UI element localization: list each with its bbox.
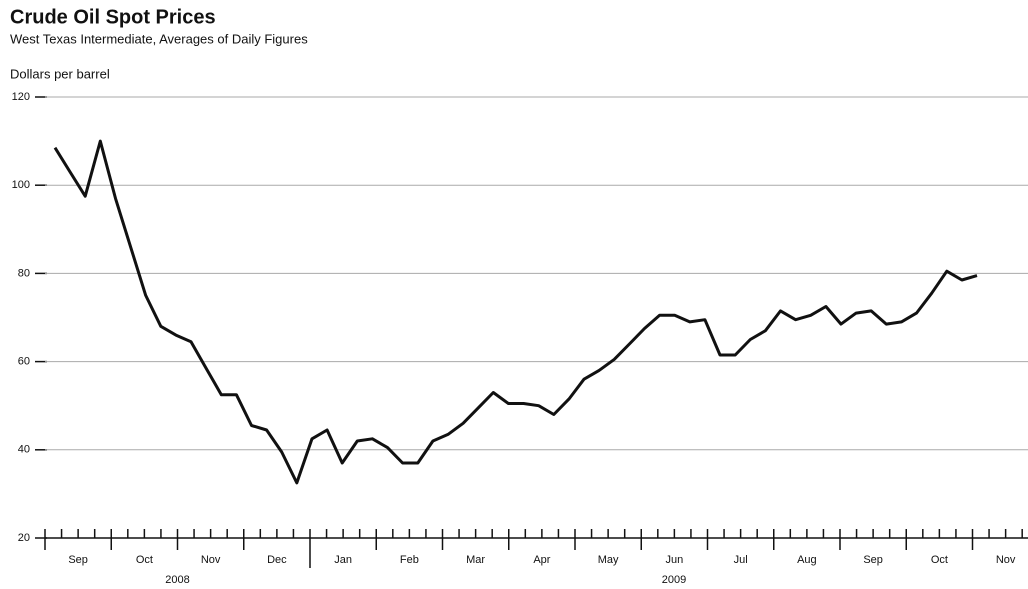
y-tick-label: 100: [12, 179, 30, 191]
x-axis: Sep Oct Nov Dec 2008 Jan Feb Mar Apr May Jun Jul Aug…: [44, 529, 1023, 586]
month-label: Sep: [863, 554, 883, 566]
month-label: Nov: [201, 554, 221, 566]
month-label: Jun: [666, 554, 684, 566]
chart-title: Crude Oil Spot Prices: [10, 6, 216, 28]
price-line: [53, 139, 978, 485]
month-label: Apr: [533, 554, 550, 566]
month-label: Jul: [734, 554, 748, 566]
month-label: Jan: [334, 554, 352, 566]
y-tick-label: 120: [12, 91, 30, 103]
y-tick-label: 60: [18, 356, 30, 368]
month-label: Feb: [400, 554, 419, 566]
grid: 20 40 60 80 100 120: [12, 91, 1028, 544]
y-tick-label: 40: [18, 444, 30, 456]
year-label: 2008: [165, 574, 189, 586]
month-label: Aug: [797, 554, 817, 566]
month-label: Oct: [931, 554, 948, 566]
y-axis-label: Dollars per barrel: [10, 66, 110, 81]
y-tick-label: 80: [18, 267, 30, 279]
chart-subtitle: West Texas Intermediate, Averages of Dai…: [10, 31, 308, 46]
year-label: 2009: [662, 574, 686, 586]
month-label: Nov: [996, 554, 1016, 566]
plot: [53, 139, 978, 485]
month-label: Dec: [267, 554, 287, 566]
month-label: Sep: [68, 554, 88, 566]
month-label: May: [598, 554, 619, 566]
y-tick-label: 20: [18, 532, 30, 544]
month-label: Oct: [136, 554, 153, 566]
month-label: Mar: [466, 554, 485, 566]
